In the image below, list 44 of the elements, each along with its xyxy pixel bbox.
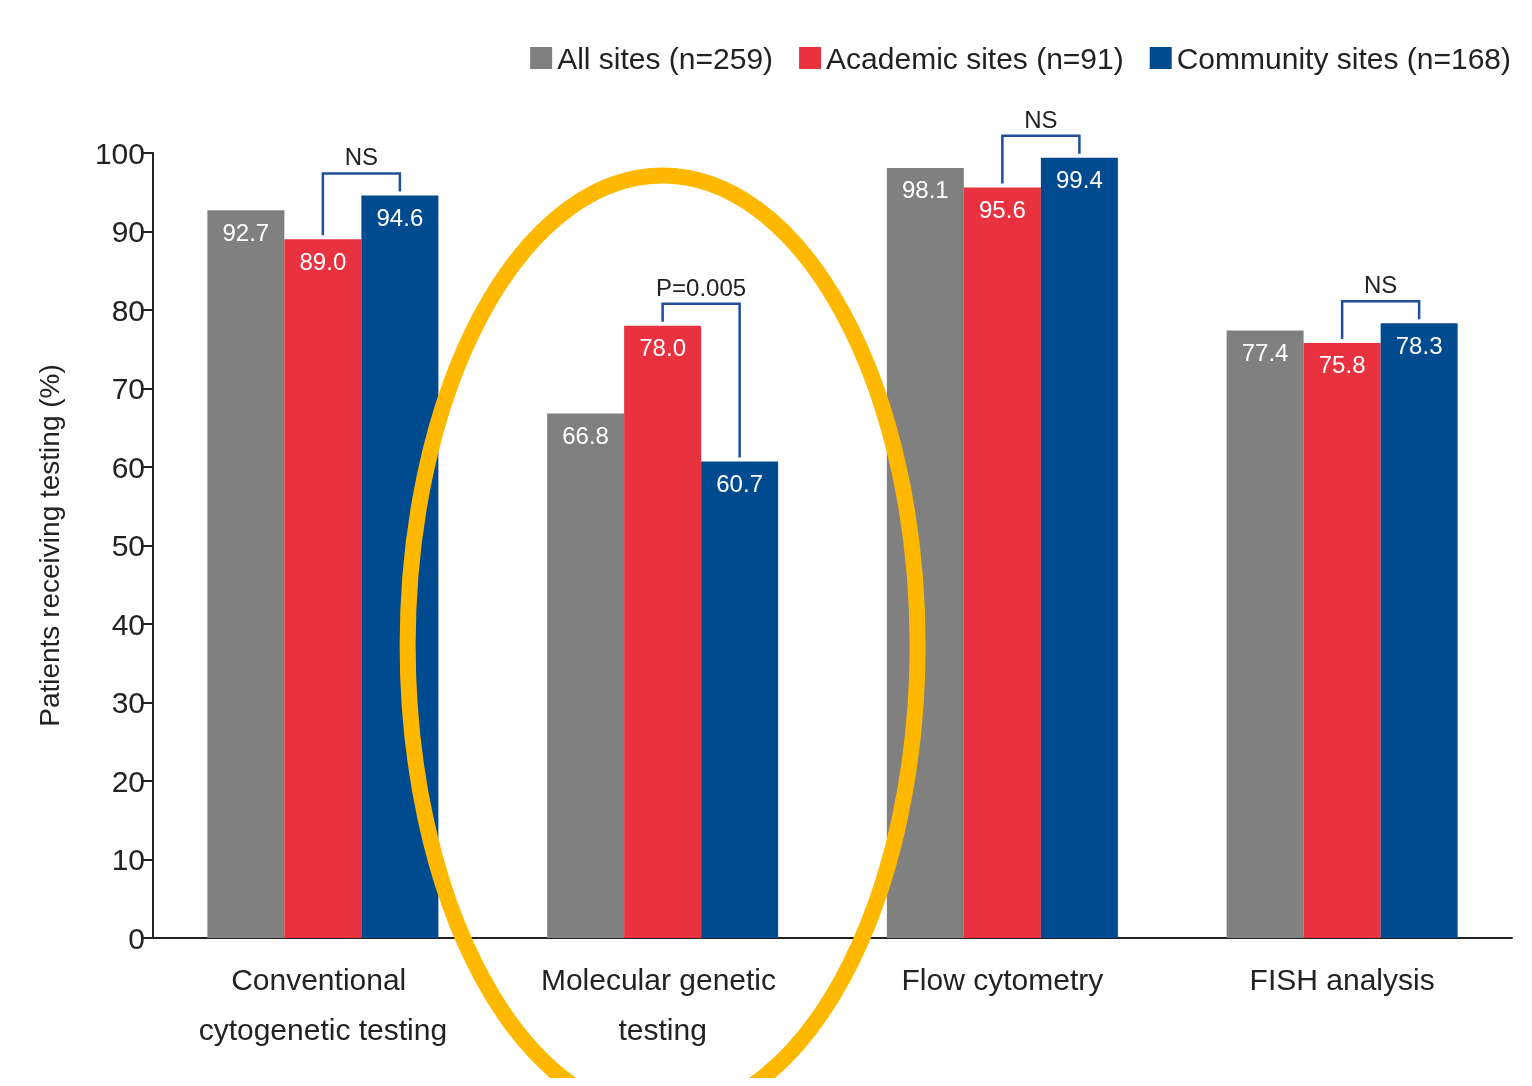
bar — [963, 187, 1041, 938]
bar — [547, 413, 625, 938]
y-tick-label: 20 — [111, 764, 145, 798]
annotation: NS — [344, 143, 379, 171]
bar — [207, 210, 285, 938]
x-tick-label: Flow cytometry — [901, 962, 1104, 996]
y-axis-title: Patients receiving testing (%) — [33, 364, 65, 727]
bar — [1226, 330, 1304, 938]
text: 92.7 — [222, 218, 270, 246]
text: 75.8 — [1318, 351, 1366, 379]
bar — [1380, 323, 1458, 938]
y-tick-label: 70 — [111, 372, 145, 405]
bar — [1303, 342, 1381, 938]
y-tick-label: 40 — [111, 607, 145, 641]
legend-label: All sites (n=259) — [557, 41, 774, 75]
x-tick-label: Conventional cytogenetic testing — [198, 962, 448, 1046]
text: 78.0 — [639, 334, 686, 362]
text: 89.0 — [299, 247, 347, 275]
y-tick-label: 10 — [111, 843, 145, 876]
y-tick-label: 30 — [111, 686, 145, 719]
legend-label: Community sites (n=168) — [1176, 41, 1511, 75]
text: 78.3 — [1395, 331, 1443, 359]
bar — [284, 239, 362, 938]
bar — [701, 461, 779, 938]
annotation: P=0.005 — [656, 273, 747, 301]
text: 98.1 — [902, 176, 949, 204]
x-tick-label: Molecular genetic testing — [540, 962, 785, 1046]
y-tick-label: 50 — [111, 529, 145, 562]
legend-label: Academic sites (n=91) — [826, 41, 1124, 75]
x-tick-label: FISH analysis — [1249, 962, 1435, 996]
y-tick-label: 60 — [111, 450, 145, 484]
text: 60.7 — [716, 470, 763, 498]
bar — [624, 325, 702, 938]
text: 99.4 — [1056, 166, 1103, 194]
text: 66.8 — [562, 422, 609, 450]
text: 77.4 — [1241, 338, 1289, 366]
annotation: NS — [1363, 271, 1398, 299]
text: 95.6 — [979, 196, 1026, 224]
text: 94.6 — [376, 203, 424, 231]
y-tick-label: 100 — [94, 136, 145, 170]
bar — [1040, 157, 1118, 938]
annotation: NS — [1024, 105, 1058, 133]
y-tick-label: 90 — [111, 215, 145, 248]
y-tick-label: 80 — [111, 293, 145, 327]
